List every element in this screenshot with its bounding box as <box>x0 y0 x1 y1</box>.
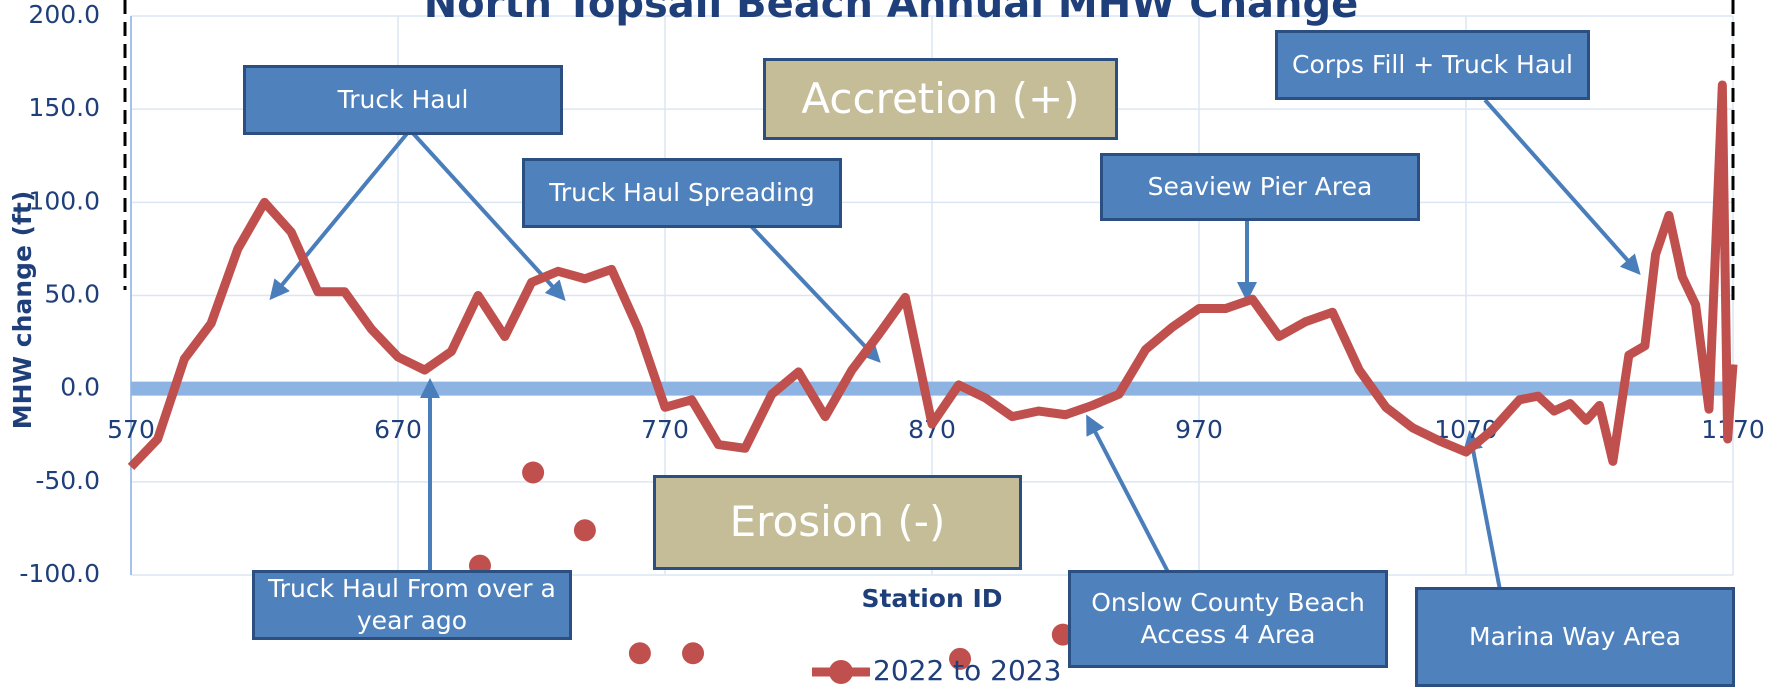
data-point <box>522 461 545 484</box>
data-point <box>628 642 651 665</box>
chart-title: North Topsail Beach Annual MHW Change <box>424 0 1359 27</box>
arrow <box>1086 414 1170 573</box>
data-point <box>573 519 596 542</box>
data-point <box>949 647 972 670</box>
y-tick-label: 50.0 <box>44 280 100 309</box>
x-tick-label: 770 <box>641 415 689 444</box>
arrow <box>1483 98 1641 275</box>
annotation: Accretion (+) <box>763 58 1118 140</box>
y-tick-label: -100.0 <box>19 559 100 588</box>
legend-marker <box>829 660 853 684</box>
x-tick-label: 570 <box>107 415 155 444</box>
arrow <box>408 128 566 301</box>
y-tick-label: 150.0 <box>28 93 100 122</box>
annotation: Corps Fill + Truck Haul <box>1275 30 1590 100</box>
annotation: Truck Haul <box>243 65 563 135</box>
legend-label: 2022 to 2023 <box>873 654 1061 687</box>
annotation: Erosion (-) <box>653 475 1022 570</box>
arrow <box>269 128 412 301</box>
data-line <box>127 80 1738 471</box>
x-axis-label: Station ID <box>861 584 1002 613</box>
y-tick-label: 200.0 <box>28 0 100 29</box>
x-tick-label: 970 <box>1175 415 1223 444</box>
y-tick-label: -50.0 <box>35 466 100 495</box>
arrow <box>1463 430 1502 591</box>
y-tick-label: 0.0 <box>60 373 100 402</box>
annotation: Seaview Pier Area <box>1100 153 1420 221</box>
y-axis-label: MHW change (ft) <box>8 191 37 430</box>
y-tick-label: 100.0 <box>28 186 100 215</box>
annotation: Onslow County Beach Access 4 Area <box>1068 570 1388 668</box>
annotation: Truck Haul From over a year ago <box>252 570 572 640</box>
annotation: Truck Haul Spreading <box>522 158 842 228</box>
x-tick-label: 670 <box>374 415 422 444</box>
annotation: Marina Way Area <box>1415 587 1735 687</box>
arrow <box>748 223 881 363</box>
data-point <box>682 642 705 665</box>
